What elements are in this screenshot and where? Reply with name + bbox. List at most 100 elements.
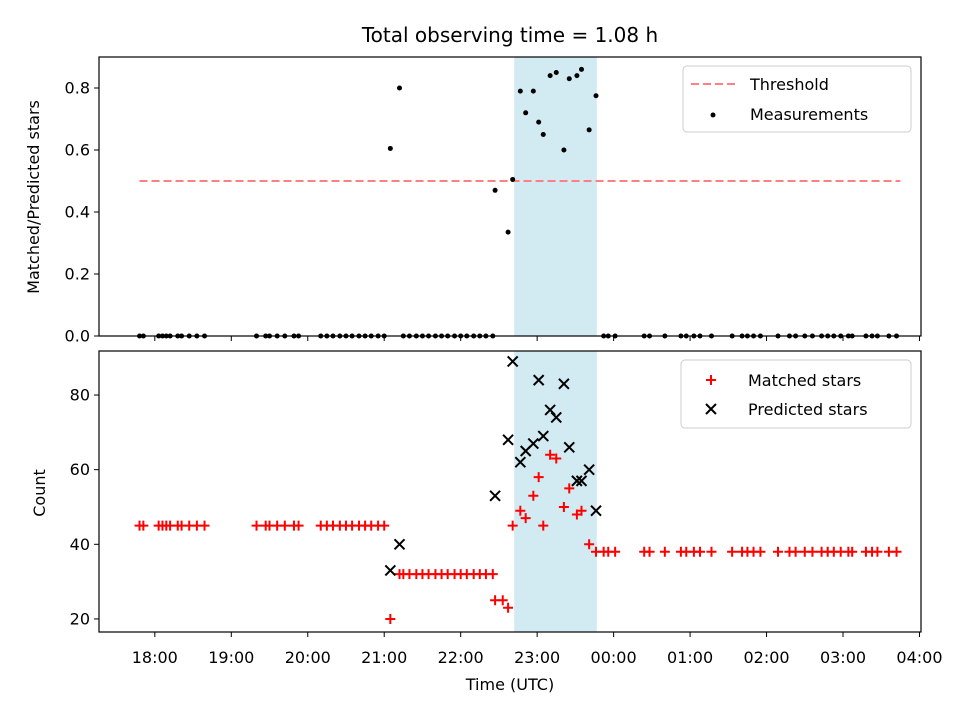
legend-matched-label: Matched stars <box>748 371 861 390</box>
legend-measurements-label: Measurements <box>750 105 868 124</box>
measurement-point <box>517 88 523 94</box>
predicted-star-marker <box>558 378 570 390</box>
measurement-point <box>505 229 511 235</box>
top-plot-frame <box>98 56 922 337</box>
measurement-point <box>492 187 498 193</box>
matched-star-marker <box>610 546 621 557</box>
top-y-axis-label: Matched/Predicted stars <box>24 100 43 294</box>
y-tick-label: 80 <box>70 386 90 405</box>
x-tick-label: 20:00 <box>285 648 331 667</box>
predicted-star-marker <box>502 434 514 446</box>
top-y-axis: 0.0 0.2 0.4 0.6 0.8 <box>65 79 99 346</box>
matched-star-marker <box>515 505 526 516</box>
measurement-point <box>530 88 536 94</box>
y-tick-label: 0.8 <box>65 79 90 98</box>
matched-star-marker <box>533 472 544 483</box>
measurement-point <box>547 73 553 79</box>
matched-star-marker <box>659 546 670 557</box>
legend-matched-swatch <box>706 375 716 385</box>
matched-star-marker <box>545 449 556 460</box>
measurement-point <box>574 73 580 79</box>
matched-star-marker <box>199 520 210 531</box>
matched-star-marker <box>773 546 784 557</box>
y-tick-label: 0.0 <box>65 327 90 346</box>
matched-star-marker <box>755 546 766 557</box>
legend-box <box>680 359 912 429</box>
matched-star-marker <box>528 490 539 501</box>
measurement-point <box>536 119 542 125</box>
x-tick-label: 00:00 <box>591 648 637 667</box>
matched-star-marker <box>807 546 818 557</box>
x-tick-label: 04:00 <box>896 648 942 667</box>
matched-star-marker <box>584 539 595 550</box>
predicted-star-marker <box>537 430 549 442</box>
legend-predicted-label: Predicted stars <box>748 400 868 419</box>
matched-star-marker <box>487 569 498 580</box>
x-tick-label: 01:00 <box>667 648 713 667</box>
predicted-star-marker <box>532 374 545 386</box>
legend-predicted-swatch <box>705 403 717 415</box>
matched-star-marker <box>251 520 262 531</box>
matched-star-marker <box>695 546 706 557</box>
y-tick-label: 20 <box>70 609 90 628</box>
measurement-point <box>561 147 567 153</box>
measurement-point <box>593 93 599 99</box>
bottom-y-axis-label: Count <box>30 469 49 517</box>
y-tick-label: 60 <box>70 460 90 479</box>
x-tick-label: 21:00 <box>361 648 407 667</box>
matched-star-marker <box>706 546 717 557</box>
bottom-plot-frame <box>98 350 922 633</box>
predicted-star-marker <box>583 463 595 476</box>
matched-star-marker <box>576 505 587 516</box>
legend-threshold-label: Threshold <box>749 75 829 94</box>
measurement-point <box>510 176 516 182</box>
measurement-point <box>553 70 559 75</box>
matched-star-marker <box>503 602 514 613</box>
y-tick-label: 0.4 <box>65 203 90 222</box>
x-tick-label: 23:00 <box>514 648 560 667</box>
highlight-span <box>514 57 597 336</box>
chart-title: Total observing time = 1.08 h <box>361 23 658 47</box>
matched-star-marker <box>138 520 149 531</box>
x-axis-label: Time (UTC) <box>465 675 554 694</box>
top-legend: Threshold Measurements <box>682 65 912 133</box>
x-tick-label: 18:00 <box>132 648 178 667</box>
bottom-legend: Matched stars Predicted stars <box>680 359 912 429</box>
matched-star-marker <box>564 483 575 494</box>
matched-star-marker <box>497 595 508 606</box>
x-tick-label: 02:00 <box>743 648 789 667</box>
matched-star-marker <box>644 546 655 557</box>
matched-star-marker <box>538 520 549 531</box>
legend-measurements-swatch <box>710 112 716 118</box>
matched-star-marker <box>558 501 569 512</box>
matched-star-marker <box>551 453 562 464</box>
predicted-star-marker <box>590 505 602 517</box>
matched-star-marker <box>279 520 290 531</box>
y-tick-label: 0.6 <box>65 141 90 160</box>
x-tick-label: 03:00 <box>820 648 866 667</box>
top-x-ticks <box>154 336 920 341</box>
predicted-star-marker <box>514 456 527 468</box>
measurement-point <box>387 145 393 151</box>
y-tick-label: 0.2 <box>65 265 90 284</box>
matched-star-marker <box>293 520 304 531</box>
top-highlight-span <box>514 57 597 336</box>
bottom-highlight-span <box>514 351 597 632</box>
predicted-star-marker <box>489 490 501 502</box>
predicted-star-marker <box>575 475 588 487</box>
measurement-point <box>397 85 403 91</box>
predicted-stars-series <box>384 355 602 577</box>
highlight-span <box>514 351 597 632</box>
matched-star-marker <box>847 546 858 557</box>
matched-star-marker <box>727 546 738 557</box>
y-tick-label: 40 <box>70 535 90 554</box>
matched-star-marker <box>891 546 902 557</box>
measurement-point <box>578 66 584 72</box>
bottom-x-axis: 18:00 19:00 20:00 21:00 22:00 23:00 00:00 01:00… <box>132 632 943 667</box>
matched-star-marker <box>379 520 390 531</box>
predicted-star-marker <box>571 475 583 487</box>
legend-box <box>682 65 912 133</box>
matched-star-marker <box>790 546 801 557</box>
predicted-star-marker <box>384 564 397 577</box>
